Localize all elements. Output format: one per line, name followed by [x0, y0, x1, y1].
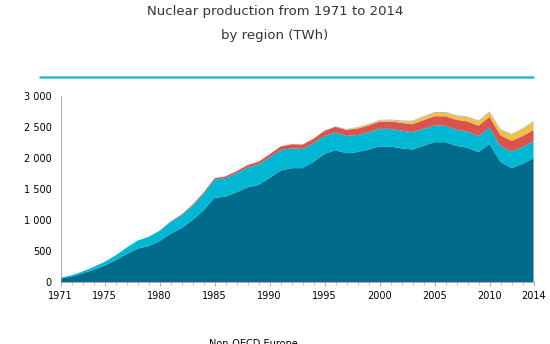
Text: by region (TWh): by region (TWh)	[221, 29, 329, 42]
Text: Nuclear production from 1971 to 2014: Nuclear production from 1971 to 2014	[147, 5, 403, 18]
Legend: OECD, Non-OECD Europe
and Eurasia, Asia¹, China, Other²: OECD, Non-OECD Europe and Eurasia, Asia¹…	[139, 339, 455, 344]
